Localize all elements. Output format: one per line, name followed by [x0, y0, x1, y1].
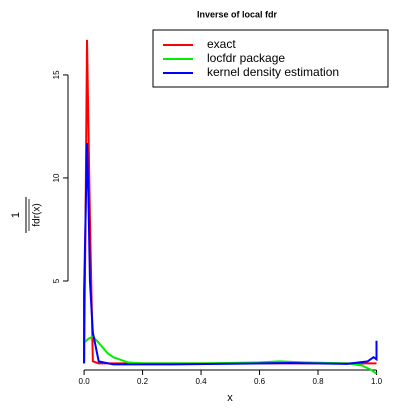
x-tick-label: 0.4: [195, 377, 207, 386]
y-label-denominator: fdr(x): [32, 203, 43, 226]
x-tick-label: 0.0: [79, 377, 91, 386]
legend-label: locfdr package: [207, 51, 285, 65]
y-tick-label: 5: [52, 278, 61, 283]
x-tick-label: 0.8: [312, 377, 324, 386]
x-tick-label: 0.2: [137, 377, 149, 386]
y-tick-label: 10: [52, 173, 61, 182]
series-line: [83, 142, 378, 366]
chart-title: Inverse of local fdr: [197, 9, 278, 19]
x-tick-label: 1.0: [371, 377, 383, 386]
legend-label: kernel density estimation: [207, 65, 339, 79]
x-axis-label: x: [227, 392, 233, 404]
y-tick-label: 15: [52, 70, 61, 79]
y-label-numerator: 1: [10, 212, 22, 218]
y-axis-label: 1 fdr(x): [10, 197, 43, 233]
x-tick-label: 0.6: [254, 377, 266, 386]
legend-label: exact: [207, 37, 236, 51]
series-line: [83, 39, 377, 365]
series-line: [83, 335, 378, 375]
